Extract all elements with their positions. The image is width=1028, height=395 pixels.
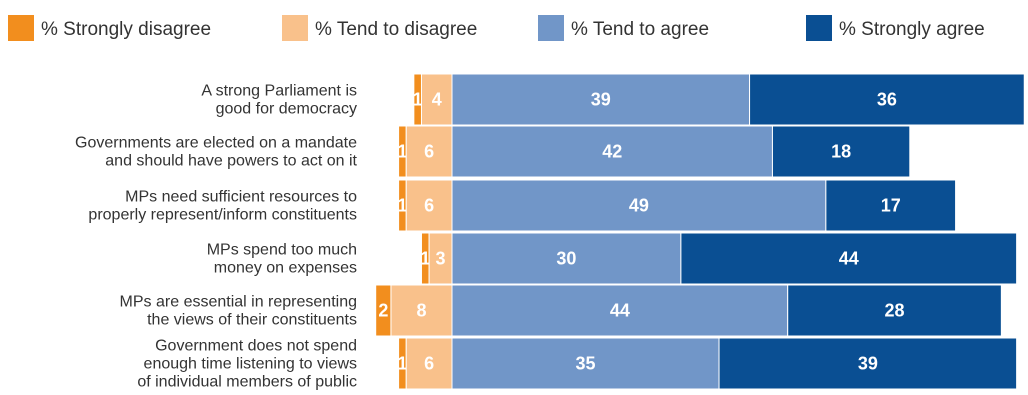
legend: % Strongly disagree % Tend to disagree % T… bbox=[8, 15, 985, 41]
bar-value-r1-s0: 1 bbox=[397, 142, 407, 162]
bar-segment-r5-s2 bbox=[451, 337, 720, 390]
bar-value-r3-s3: 44 bbox=[839, 249, 859, 269]
bar-value-r3-s0: 1 bbox=[420, 249, 430, 269]
bar-value-r4-s0: 2 bbox=[378, 301, 388, 321]
bar-value-r5-s3: 39 bbox=[858, 354, 878, 374]
category-label-r1-l1: and should have powers to act on it bbox=[105, 153, 357, 170]
bar-value-r5-s0: 1 bbox=[397, 354, 407, 374]
category-label-r3-l0: MPs spend too much bbox=[207, 242, 357, 259]
legend-label-0: % Strongly disagree bbox=[41, 19, 211, 40]
category-label-r4-l1: the views of their constituents bbox=[147, 312, 357, 329]
bar-segment-r1-s3 bbox=[771, 125, 911, 178]
bar-value-r4-s2: 44 bbox=[610, 301, 630, 321]
bar-segment-r4-s3 bbox=[787, 284, 1002, 337]
legend-label-3: % Strongly agree bbox=[839, 19, 985, 40]
bar-segment-r2-s3 bbox=[825, 179, 957, 232]
bar-value-r1-s2: 42 bbox=[602, 142, 622, 162]
category-label-r2-l0: MPs need sufficient resources to bbox=[125, 189, 357, 206]
category-label-r0-l0: A strong Parliament is bbox=[201, 83, 357, 100]
bar-value-r5-s2: 35 bbox=[576, 354, 596, 374]
bar-segment-r1-s1 bbox=[405, 125, 453, 178]
bar-segment-r1-s2 bbox=[451, 125, 773, 178]
bar-value-r2-s3: 17 bbox=[881, 196, 901, 216]
bar-segment-r2-s2 bbox=[451, 179, 827, 232]
legend-swatch-1 bbox=[282, 15, 308, 41]
category-label-r5-l0: Government does not spend bbox=[155, 338, 357, 355]
legend-label-2: % Tend to agree bbox=[571, 19, 709, 40]
bar-value-r0-s2: 39 bbox=[591, 90, 611, 110]
bar-value-r5-s1: 6 bbox=[424, 354, 434, 374]
legend-swatch-2 bbox=[538, 15, 564, 41]
bar-value-r4-s3: 28 bbox=[885, 301, 905, 321]
bar-value-r2-s1: 6 bbox=[424, 196, 434, 216]
category-label-r5-l2: of individual members of public bbox=[137, 374, 357, 391]
bar-value-r0-s0: 1 bbox=[413, 90, 423, 110]
bar-segment-r3-s2 bbox=[451, 232, 682, 285]
legend-swatch-0 bbox=[8, 15, 34, 41]
bar-value-r2-s0: 1 bbox=[397, 196, 407, 216]
category-label-r5-l1: enough time listening to views bbox=[144, 356, 357, 373]
bar-value-r3-s2: 30 bbox=[556, 249, 576, 269]
bar-segment-r5-s1 bbox=[405, 337, 453, 390]
bar-value-r4-s1: 8 bbox=[416, 301, 426, 321]
bars: 1 4 39 361 6 42 181 6 49 171 3 30 442 8 44 281 6 35 39 bbox=[375, 73, 1025, 390]
category-label-r4-l0: MPs are essential in representing bbox=[120, 294, 357, 311]
bar-value-r1-s3: 18 bbox=[831, 142, 851, 162]
bar-segment-r0-s2 bbox=[451, 73, 751, 126]
bar-value-r1-s1: 6 bbox=[424, 142, 434, 162]
legend-swatch-3 bbox=[806, 15, 832, 41]
bar-segment-r4-s1 bbox=[390, 284, 453, 337]
bar-segment-r5-s3 bbox=[718, 337, 1018, 390]
bar-value-r0-s3: 36 bbox=[877, 90, 897, 110]
legend-label-1: % Tend to disagree bbox=[315, 19, 477, 40]
bar-segment-r3-s3 bbox=[680, 232, 1018, 285]
bar-value-r0-s1: 4 bbox=[432, 90, 442, 110]
category-label-r1-l0: Governments are elected on a mandate bbox=[75, 135, 357, 152]
bar-value-r3-s1: 3 bbox=[436, 249, 446, 269]
bar-segment-r0-s3 bbox=[749, 73, 1025, 126]
bar-value-r2-s2: 49 bbox=[629, 196, 649, 216]
bar-segment-r4-s2 bbox=[451, 284, 789, 337]
category-label-r0-l1: good for democracy bbox=[216, 101, 357, 118]
category-label-r3-l1: money on expenses bbox=[214, 260, 357, 277]
category-label-r2-l1: properly represent/inform constituents bbox=[88, 207, 357, 224]
bar-segment-r2-s1 bbox=[405, 179, 453, 232]
